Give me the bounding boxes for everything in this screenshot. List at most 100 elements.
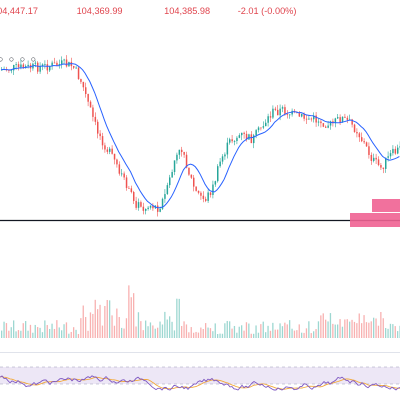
volume-bar <box>130 297 132 338</box>
volume-bar <box>1 330 3 338</box>
candle-body <box>147 207 149 209</box>
volume-bar <box>10 327 12 338</box>
candle-body <box>298 112 301 117</box>
volume-bar <box>97 309 99 338</box>
volume-bar <box>113 325 116 338</box>
volume-bar <box>286 324 288 338</box>
candle-body <box>286 114 289 116</box>
volume-bar <box>238 326 240 338</box>
candle-body <box>339 117 341 123</box>
volume-bar <box>140 321 142 338</box>
volume-bar <box>65 322 68 338</box>
volume-bar <box>260 324 262 338</box>
rsi-line <box>0 375 400 391</box>
candle-body <box>373 157 375 161</box>
volume-bar <box>274 329 276 338</box>
candle-body <box>82 81 85 88</box>
volume-bar <box>176 298 178 338</box>
candle-body <box>65 59 68 67</box>
volume-bar <box>44 320 46 338</box>
volume-bar <box>217 333 219 338</box>
candle-body <box>61 60 63 65</box>
candle-body <box>89 101 92 108</box>
volume-bar <box>99 304 101 338</box>
volume-bar <box>394 326 396 338</box>
volume-bar <box>250 333 252 338</box>
volume-bar <box>85 317 87 338</box>
candle-body <box>41 64 44 67</box>
rsi-ma-line <box>0 376 400 390</box>
volume-bar <box>308 321 310 338</box>
volume-bar <box>315 329 317 338</box>
candle-body <box>322 123 325 127</box>
volume-bar <box>351 319 353 338</box>
candle-body <box>22 64 25 69</box>
volume-bar <box>334 324 336 338</box>
candle-body <box>397 147 399 154</box>
volume-bar <box>178 298 180 338</box>
candle-body <box>241 132 243 136</box>
candle-body <box>389 153 392 157</box>
volume-bar <box>15 331 17 338</box>
volume-bar <box>188 332 190 338</box>
volume-bar <box>233 325 236 338</box>
volume-bar <box>87 330 89 338</box>
volume-bar <box>34 324 36 338</box>
candle-body <box>277 109 279 116</box>
volume-bar <box>257 332 260 338</box>
candle-body <box>365 142 368 147</box>
candle-body <box>58 64 61 66</box>
volume-bar <box>255 325 257 338</box>
volume-bar <box>202 328 204 338</box>
volume-bar <box>313 331 315 338</box>
candle-body <box>46 64 49 71</box>
volume-bar <box>116 308 118 338</box>
volume-bar <box>322 313 324 338</box>
candle-body <box>8 70 10 71</box>
volume-bar <box>154 328 156 338</box>
candle-body <box>224 154 226 157</box>
volume-bar <box>277 329 279 338</box>
volume-bar <box>229 321 231 338</box>
volume-bar <box>236 332 238 338</box>
candle-body <box>171 172 173 178</box>
volume-bar <box>200 327 202 338</box>
volume-bar <box>68 333 70 338</box>
volume-bar <box>135 326 137 338</box>
candle-body <box>353 124 356 133</box>
candle-body <box>315 115 317 123</box>
volume-bar <box>133 293 135 338</box>
candle-body <box>178 149 181 155</box>
candle-body <box>303 114 305 119</box>
candle-body <box>15 64 17 66</box>
volume-bar <box>205 323 207 338</box>
candle-body <box>233 141 236 142</box>
candle-body <box>85 87 87 95</box>
candle-body <box>200 192 202 196</box>
candle-body <box>109 148 111 152</box>
candle-body <box>181 149 183 153</box>
candle-body <box>161 198 164 209</box>
volume-bar <box>147 326 149 338</box>
candle-body <box>375 157 377 160</box>
price-zone-box[interactable] <box>372 199 400 212</box>
candle-body <box>214 181 217 185</box>
volume-bar <box>269 330 272 338</box>
volume-bar <box>181 325 183 338</box>
candle-body <box>130 188 133 193</box>
candle-body <box>219 161 221 167</box>
candle-body <box>236 137 238 142</box>
candle-body <box>291 110 293 115</box>
volume-bar <box>248 323 250 338</box>
volume-bar <box>226 320 228 338</box>
price-zone-box[interactable] <box>350 213 400 227</box>
volume-bar <box>149 322 152 338</box>
candle-body <box>137 202 140 208</box>
volume-bar <box>173 330 176 338</box>
volume-bar <box>27 330 29 338</box>
volume-bar <box>317 321 320 338</box>
candle-body <box>39 66 41 72</box>
hide-indicators-icon[interactable]: ○ ○ ○ ○ <box>0 54 38 64</box>
candle-body <box>135 200 137 208</box>
